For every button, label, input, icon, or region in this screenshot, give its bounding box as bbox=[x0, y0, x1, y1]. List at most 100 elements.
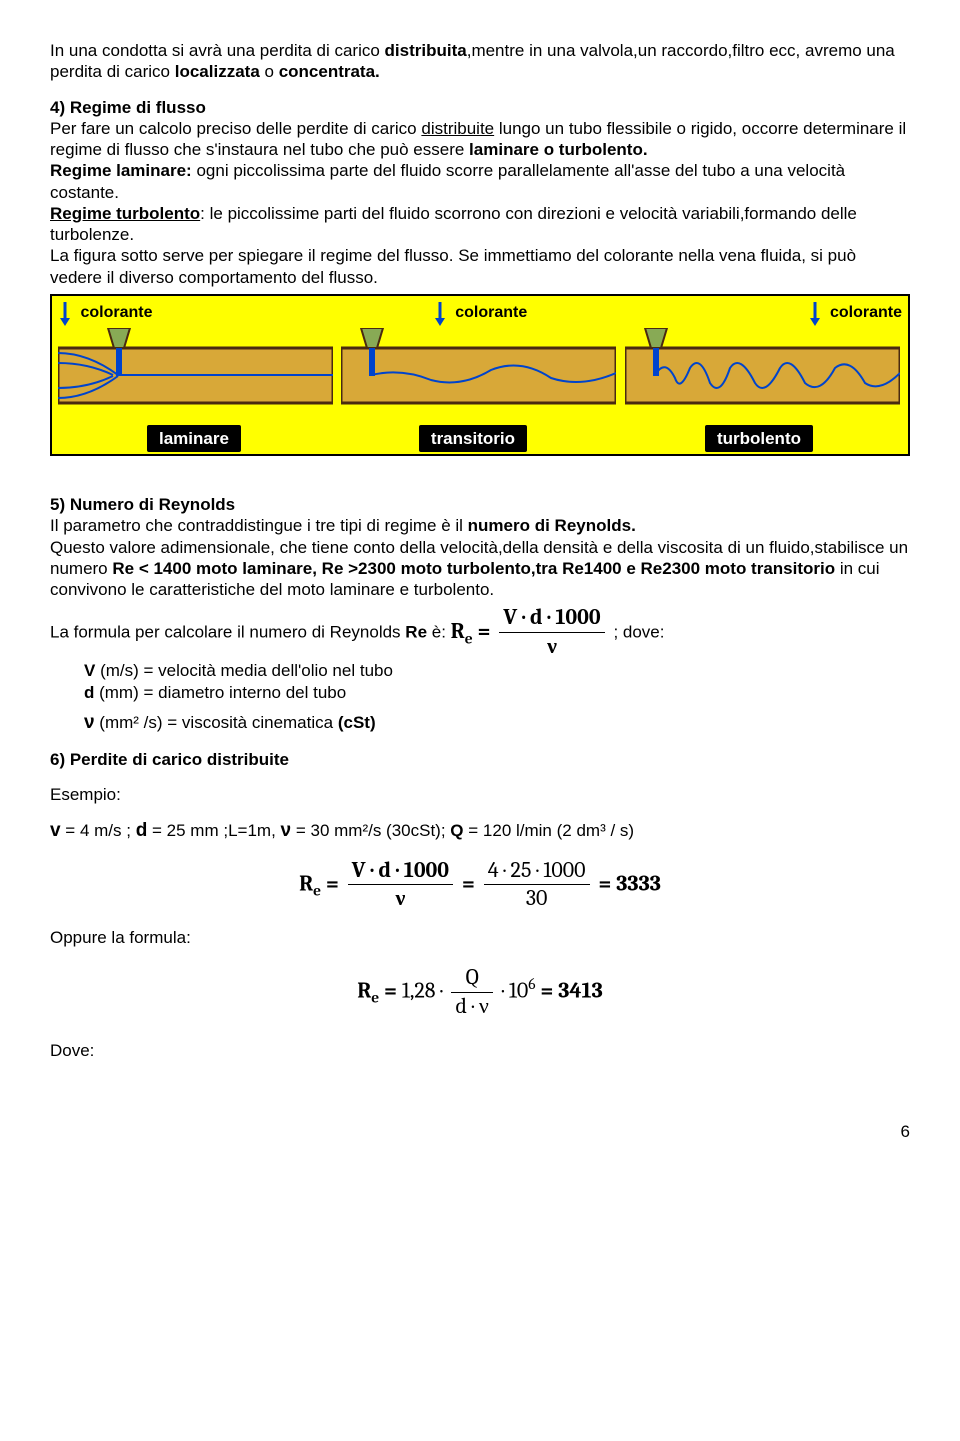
text: Per fare un calcolo preciso delle perdit… bbox=[50, 119, 421, 138]
section5-title: 5) Numero di Reynolds bbox=[50, 494, 910, 515]
flow-top-row: colorante colorante bbox=[58, 300, 902, 423]
text: = 30 mm²/s (30cSt); bbox=[291, 821, 450, 840]
section6-oppure: Oppure la formula: bbox=[50, 927, 910, 948]
arrow-down-icon bbox=[808, 300, 822, 326]
text: è: bbox=[427, 623, 451, 642]
flow-top-label: colorante bbox=[58, 300, 335, 326]
section4-title: 4) Regime di flusso bbox=[50, 97, 910, 118]
coef: 1,28 · bbox=[402, 977, 448, 1003]
result: 3333 bbox=[616, 870, 661, 896]
section5-line1: Il parametro che contraddistingue i tre … bbox=[50, 515, 910, 536]
text-bold-underline: Regime turbolento bbox=[50, 204, 200, 223]
formula-R: R bbox=[299, 870, 313, 896]
arrow-down-icon bbox=[433, 300, 447, 326]
flow-cell-turbulent: colorante bbox=[625, 300, 902, 423]
eq: = bbox=[321, 870, 344, 896]
text-bold: localizzata bbox=[175, 62, 260, 81]
def-text: (mm) = diametro interno del tubo bbox=[94, 683, 346, 702]
section4-turbulent: Regime turbolento: le piccolissime parti… bbox=[50, 203, 910, 246]
eq: = bbox=[598, 870, 616, 896]
text-bold: distribuita bbox=[385, 41, 467, 60]
label-text: colorante bbox=[80, 304, 152, 321]
text-bold: concentrata. bbox=[279, 62, 380, 81]
def-end: (cSt) bbox=[338, 713, 376, 732]
section6-title: 6) Perdite di carico distribuite bbox=[50, 749, 910, 770]
section4-body: Per fare un calcolo preciso delle perdit… bbox=[50, 118, 910, 161]
eq: = bbox=[462, 870, 480, 896]
text: o bbox=[260, 62, 279, 81]
page-number: 6 bbox=[50, 1121, 910, 1142]
sym-nu: ν bbox=[281, 820, 292, 841]
label-text: colorante bbox=[455, 304, 527, 321]
flow-bottom-labels: laminare transitorio turbolento bbox=[58, 425, 902, 452]
fraction: 4 · 25 · 1000 30 bbox=[484, 857, 590, 913]
formula-sub: e bbox=[313, 881, 321, 899]
sym: d bbox=[84, 683, 94, 702]
label-text: colorante bbox=[830, 304, 902, 321]
flow-top-label: colorante bbox=[341, 300, 618, 326]
formula-sub: e bbox=[465, 629, 473, 647]
fraction: Q d · ν bbox=[451, 964, 492, 1020]
equation-1: Re = V · d · 1000 ν = 4 · 25 · 1000 30 =… bbox=[50, 857, 910, 913]
def-v: V (m/s) = velocità media dell'olio nel t… bbox=[84, 660, 910, 681]
text: In una condotta si avrà una perdita di c… bbox=[50, 41, 385, 60]
text: = 25 mm ;L=1m, bbox=[147, 821, 280, 840]
denominator: ν bbox=[348, 885, 453, 913]
sym: V bbox=[84, 661, 95, 680]
text-bold: Re bbox=[405, 623, 427, 642]
def-text: (m/s) = velocità media dell'olio nel tub… bbox=[95, 661, 393, 680]
sym-v: v bbox=[50, 820, 61, 841]
flow-cell-transitional: colorante bbox=[341, 300, 618, 423]
sym-d: d bbox=[136, 820, 148, 841]
text: ; dove: bbox=[613, 623, 664, 642]
sym: ν bbox=[84, 712, 95, 733]
text-bold: laminare o turbolento. bbox=[469, 140, 648, 159]
result: 3413 bbox=[558, 977, 603, 1003]
fraction: V · d · 1000 ν bbox=[499, 604, 604, 660]
para-1: In una condotta si avrà una perdita di c… bbox=[50, 40, 910, 83]
flow-cell-laminar: colorante bbox=[58, 300, 335, 423]
numerator: V · d · 1000 bbox=[499, 604, 604, 633]
arrow-down-icon bbox=[58, 300, 72, 326]
sym-q: Q bbox=[450, 821, 463, 840]
formula-R: R bbox=[357, 977, 371, 1003]
eq: = bbox=[379, 977, 402, 1003]
flow-regime-figure: colorante colorante bbox=[50, 294, 910, 456]
numerator: 4 · 25 · 1000 bbox=[484, 857, 590, 886]
formula-R: R bbox=[451, 618, 465, 644]
text-bold: Regime laminare: bbox=[50, 161, 192, 180]
section6-example: Esempio: bbox=[50, 784, 910, 805]
pow: · 10 bbox=[502, 977, 529, 1003]
section6-dove: Dove: bbox=[50, 1040, 910, 1061]
def-nu: ν (mm² /s) = viscosità cinematica (cSt) bbox=[84, 711, 910, 735]
section5-defs: V (m/s) = velocità media dell'olio nel t… bbox=[50, 660, 910, 734]
section4-laminar: Regime laminare: ogni piccolissima parte… bbox=[50, 160, 910, 203]
pipe-transitional bbox=[341, 328, 616, 423]
section5-line2: Questo valore adimensionale, che tiene c… bbox=[50, 537, 910, 601]
section4-fig-intro: La figura sotto serve per spiegare il re… bbox=[50, 245, 910, 288]
pipe-turbulent bbox=[625, 328, 900, 423]
flow-bot-label-laminar: laminare bbox=[147, 425, 241, 452]
text: = 4 m/s ; bbox=[61, 821, 136, 840]
numerator: Q bbox=[451, 964, 492, 993]
reynolds-formula: Re = V · d · 1000 ν bbox=[451, 618, 614, 644]
denominator: 30 bbox=[484, 885, 590, 913]
pipe-laminar bbox=[58, 328, 333, 423]
numerator: V · d · 1000 bbox=[348, 857, 453, 886]
text: La formula per calcolare il numero di Re… bbox=[50, 623, 405, 642]
text-bold: numero di Reynolds. bbox=[468, 516, 636, 535]
def-d: d (mm) = diametro interno del tubo bbox=[84, 682, 910, 703]
text-bold: Re < 1400 moto laminare, Re >2300 moto t… bbox=[112, 559, 835, 578]
denominator: ν bbox=[499, 633, 604, 661]
text: Il parametro che contraddistingue i tre … bbox=[50, 516, 468, 535]
section6-given: v = 4 m/s ; d = 25 mm ;L=1m, ν = 30 mm²/… bbox=[50, 819, 910, 843]
exp: 6 bbox=[528, 975, 535, 993]
flow-bot-label-transitional: transitorio bbox=[419, 425, 527, 452]
fraction: V · d · 1000 ν bbox=[348, 857, 453, 913]
equation-2: Re = 1,28 · Q d · ν · 106 = 3413 bbox=[50, 964, 910, 1020]
flow-top-label: colorante bbox=[625, 300, 902, 326]
flow-bot-label-turbulent: turbolento bbox=[705, 425, 813, 452]
def-text: (mm² /s) = viscosità cinematica bbox=[95, 713, 338, 732]
formula-eq: = bbox=[473, 618, 496, 644]
denominator: d · ν bbox=[451, 993, 492, 1021]
